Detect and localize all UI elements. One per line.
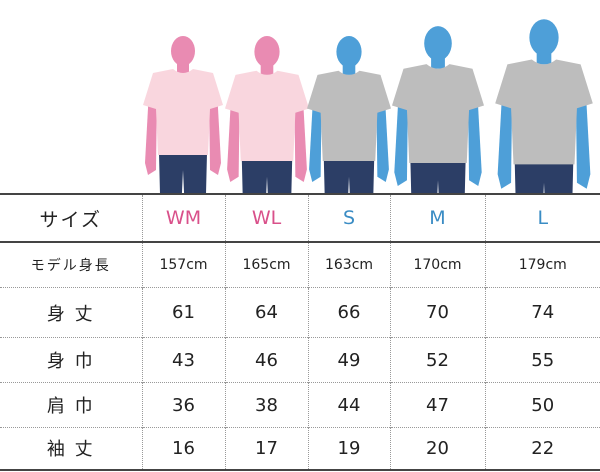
size-name: S — [307, 193, 390, 242]
measurement: 22 — [484, 427, 600, 471]
head — [424, 26, 452, 61]
jeans — [514, 161, 574, 193]
shirt — [392, 64, 484, 163]
jeans — [159, 153, 207, 193]
measurement: 16 — [141, 427, 225, 471]
shirt — [225, 70, 309, 161]
measurement: 49 — [307, 337, 390, 383]
head — [529, 19, 559, 56]
row-label: 身 丈 — [0, 287, 142, 338]
table-row: サイズ WM WL S M L — [0, 193, 600, 242]
measurement: 52 — [389, 337, 485, 383]
model-height: 165cm — [224, 241, 308, 288]
table-row: モデル身長 157cm 165cm 163cm 170cm 179cm — [0, 241, 600, 288]
head — [336, 36, 362, 68]
arm — [309, 92, 322, 182]
measurement: 64 — [224, 287, 308, 338]
measurement: 43 — [141, 337, 225, 383]
model-figures — [143, 19, 593, 193]
measurement: 55 — [484, 337, 600, 383]
table-row: 身 丈 61 64 66 70 74 — [0, 287, 600, 338]
row-label: 肩 巾 — [0, 382, 142, 428]
row-label: 身 巾 — [0, 337, 142, 383]
shirt — [143, 69, 223, 155]
arm — [394, 88, 409, 186]
jeans — [410, 160, 466, 193]
size-name: M — [389, 193, 485, 242]
arm — [227, 92, 240, 182]
arm — [145, 90, 157, 175]
arm — [294, 92, 307, 182]
size-name: WL — [224, 193, 308, 242]
arm — [209, 90, 221, 175]
measurement: 19 — [307, 427, 390, 471]
measurement: 46 — [224, 337, 308, 383]
size-name: L — [484, 193, 600, 242]
shirt — [307, 70, 391, 161]
arm — [376, 92, 389, 182]
measurement: 38 — [224, 382, 308, 428]
measurement: 44 — [307, 382, 390, 428]
measurement: 66 — [307, 287, 390, 338]
model-height: 179cm — [484, 241, 600, 288]
measurement: 50 — [484, 382, 600, 428]
model-height: 170cm — [389, 241, 485, 288]
head — [171, 36, 195, 66]
model-height: 157cm — [141, 241, 225, 288]
row-label: モデル身長 — [0, 241, 142, 288]
table-row: 身 巾 43 46 49 52 55 — [0, 337, 600, 383]
measurement: 61 — [141, 287, 225, 338]
arm — [467, 88, 482, 186]
measurement: 20 — [389, 427, 485, 471]
head — [254, 36, 280, 68]
shirt — [495, 59, 593, 165]
jeans — [323, 158, 375, 193]
jeans — [241, 158, 293, 193]
row-label: 袖 丈 — [0, 427, 142, 471]
measurement: 74 — [484, 287, 600, 338]
size-table: サイズ WM WL S M L モデル身長 157cm 165cm 163cm 170cm 179cm… — [0, 193, 600, 471]
row-label: サイズ — [0, 193, 142, 242]
table-row: 肩 巾 36 38 44 47 50 — [0, 382, 600, 428]
arm — [575, 85, 591, 189]
model-height: 163cm — [307, 241, 390, 288]
measurement: 47 — [389, 382, 485, 428]
measurement: 36 — [141, 382, 225, 428]
size-name: WM — [141, 193, 225, 242]
measurement: 70 — [389, 287, 485, 338]
measurement: 17 — [224, 427, 308, 471]
table-row: 袖 丈 16 17 19 20 22 — [0, 427, 600, 471]
arm — [497, 85, 513, 189]
